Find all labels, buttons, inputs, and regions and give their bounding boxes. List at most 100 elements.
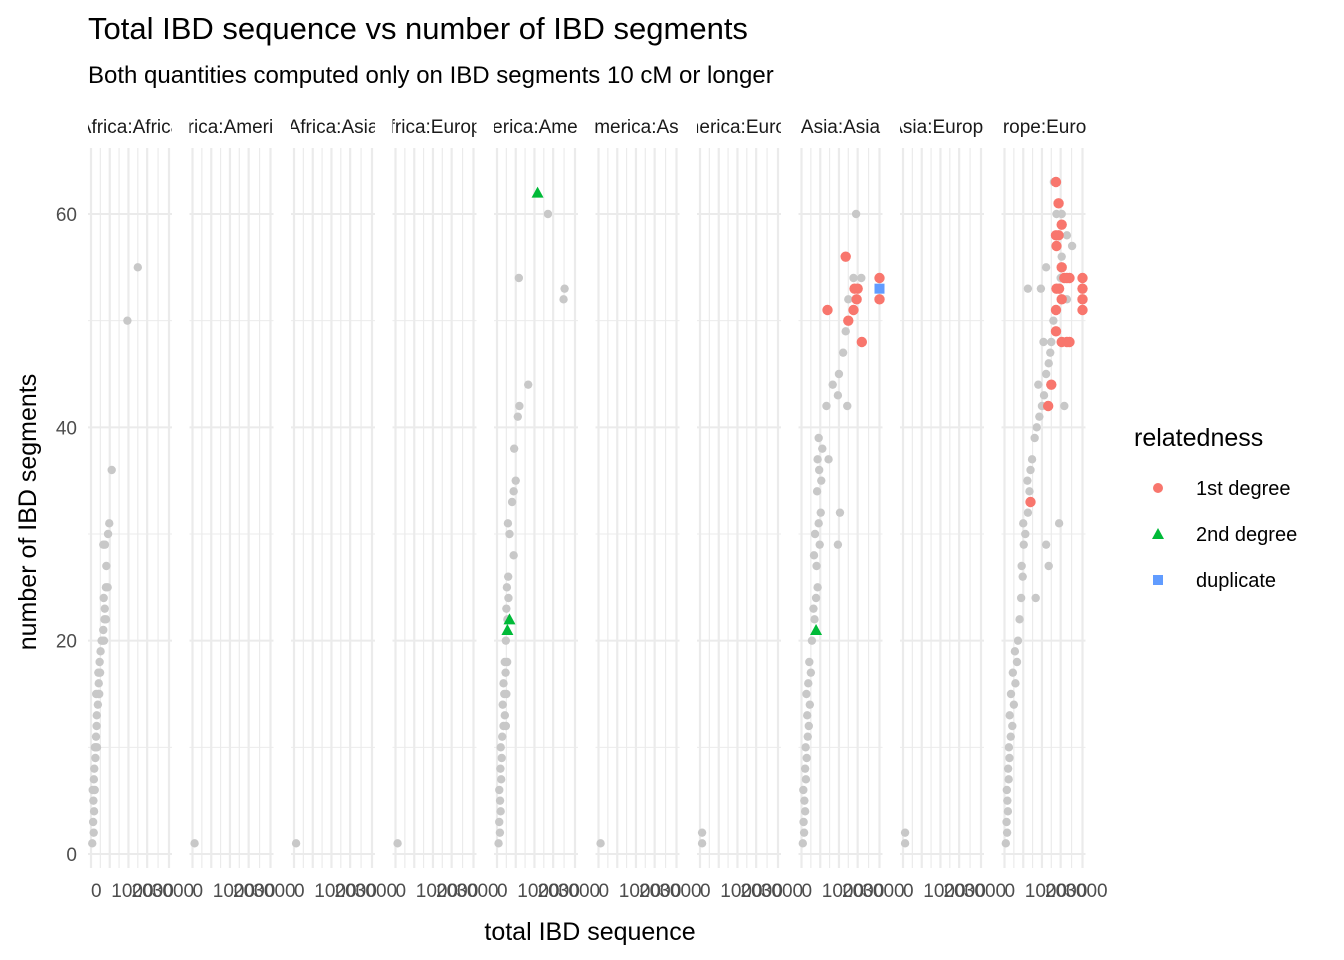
data-point-unrelated — [834, 369, 844, 379]
data-point-unrelated — [1005, 711, 1014, 720]
data-point-unrelated — [1009, 700, 1019, 709]
data-point-unrelated — [1060, 401, 1069, 411]
x-tick-label: 3000 — [1065, 881, 1107, 902]
data-point-unrelated — [559, 295, 568, 304]
data-point-1st-degree — [1064, 272, 1075, 284]
data-point-unrelated — [799, 828, 809, 837]
data-point-unrelated — [813, 455, 822, 464]
data-point-unrelated — [811, 593, 821, 603]
data-point-unrelated — [123, 316, 132, 325]
data-point-unrelated — [515, 401, 524, 411]
data-point-unrelated — [1027, 455, 1037, 464]
data-point-unrelated — [800, 796, 809, 805]
x-tick-label: 2000 — [233, 881, 275, 902]
data-point-unrelated — [1062, 231, 1072, 240]
data-point-unrelated — [89, 828, 98, 837]
data-point-unrelated — [90, 785, 99, 795]
data-point-2nd-degree — [531, 186, 544, 198]
data-point-1st-degree — [1046, 379, 1057, 390]
data-point-unrelated — [90, 764, 99, 773]
x-tick-label: 0 — [497, 881, 508, 902]
data-point-unrelated — [105, 519, 114, 528]
data-point-1st-degree — [1053, 230, 1064, 241]
data-point-unrelated — [799, 817, 808, 827]
data-point-1st-degree — [848, 304, 859, 316]
x-tick-label: 1000 — [416, 881, 458, 902]
data-point-1st-degree — [1056, 262, 1067, 273]
data-point-1st-degree — [874, 272, 885, 284]
data-point-unrelated — [810, 529, 820, 539]
data-point-unrelated — [1039, 337, 1048, 347]
data-point-unrelated — [498, 700, 507, 709]
data-point-duplicate — [874, 283, 885, 294]
data-point-unrelated — [1011, 679, 1020, 688]
data-point-unrelated — [89, 796, 98, 805]
data-point-unrelated — [1004, 775, 1013, 784]
legend-key-circle — [1153, 483, 1163, 493]
data-point-unrelated — [1004, 743, 1014, 752]
x-tick-label: 2000 — [538, 881, 580, 902]
data-point-unrelated — [803, 732, 812, 741]
facet-strip-label: Africa:America — [170, 117, 294, 138]
y-tick-label: 0 — [66, 845, 77, 866]
data-point-unrelated — [1026, 465, 1035, 475]
data-point-unrelated — [494, 839, 503, 848]
data-point-1st-degree — [1077, 304, 1088, 316]
data-point-unrelated — [849, 273, 858, 283]
x-tick-label: 3000 — [964, 881, 1006, 902]
facet-strip-label: America:Europe — [671, 117, 807, 138]
data-point-unrelated — [1023, 476, 1032, 485]
data-point-unrelated — [514, 273, 524, 283]
data-point-unrelated — [1005, 753, 1014, 763]
y-tick-label: 20 — [56, 632, 77, 653]
data-point-1st-degree — [1050, 304, 1062, 316]
data-point-unrelated — [805, 700, 815, 709]
data-point-unrelated — [95, 689, 104, 699]
data-point-unrelated — [817, 476, 826, 485]
data-point-2nd-degree — [810, 624, 823, 635]
data-point-unrelated — [88, 817, 98, 827]
data-point-unrelated — [833, 391, 843, 400]
data-point-unrelated — [900, 839, 910, 848]
data-point-1st-degree — [840, 251, 851, 262]
data-point-unrelated — [844, 295, 853, 304]
data-point-unrelated — [101, 615, 111, 624]
data-point-unrelated — [1003, 796, 1012, 805]
data-point-unrelated — [815, 540, 824, 549]
data-point-unrelated — [1039, 391, 1049, 400]
data-point-unrelated — [1025, 487, 1034, 496]
data-point-unrelated — [1017, 561, 1026, 571]
x-tick-label: 0 — [91, 881, 102, 902]
data-point-unrelated — [495, 828, 505, 837]
data-point-unrelated — [103, 529, 113, 539]
data-point-unrelated — [94, 668, 103, 677]
data-point-unrelated — [96, 647, 105, 656]
x-axis-title: total IBD sequence — [484, 918, 695, 946]
data-point-unrelated — [496, 743, 505, 752]
x-tick-label: 3000 — [355, 881, 397, 902]
data-point-unrelated — [835, 508, 845, 517]
data-point-unrelated — [1046, 348, 1055, 357]
data-point-1st-degree — [856, 336, 868, 348]
data-point-unrelated — [799, 785, 808, 795]
data-point-unrelated — [1044, 561, 1053, 571]
data-point-unrelated — [95, 657, 104, 667]
data-point-unrelated — [1054, 519, 1064, 528]
data-point-1st-degree — [1077, 294, 1088, 305]
data-point-unrelated — [801, 775, 811, 784]
data-point-unrelated — [1019, 540, 1028, 549]
facet-strip-label: Asia:Europe — [890, 117, 994, 138]
data-point-unrelated — [833, 540, 843, 549]
data-point-unrelated — [501, 636, 511, 645]
data-point-unrelated — [1003, 807, 1013, 816]
data-point-unrelated — [1008, 721, 1017, 731]
data-point-unrelated — [507, 497, 517, 507]
data-point-unrelated — [828, 380, 837, 389]
data-point-unrelated — [809, 604, 818, 613]
x-tick-label: 2000 — [639, 881, 681, 902]
legend-key-square — [1153, 575, 1163, 585]
